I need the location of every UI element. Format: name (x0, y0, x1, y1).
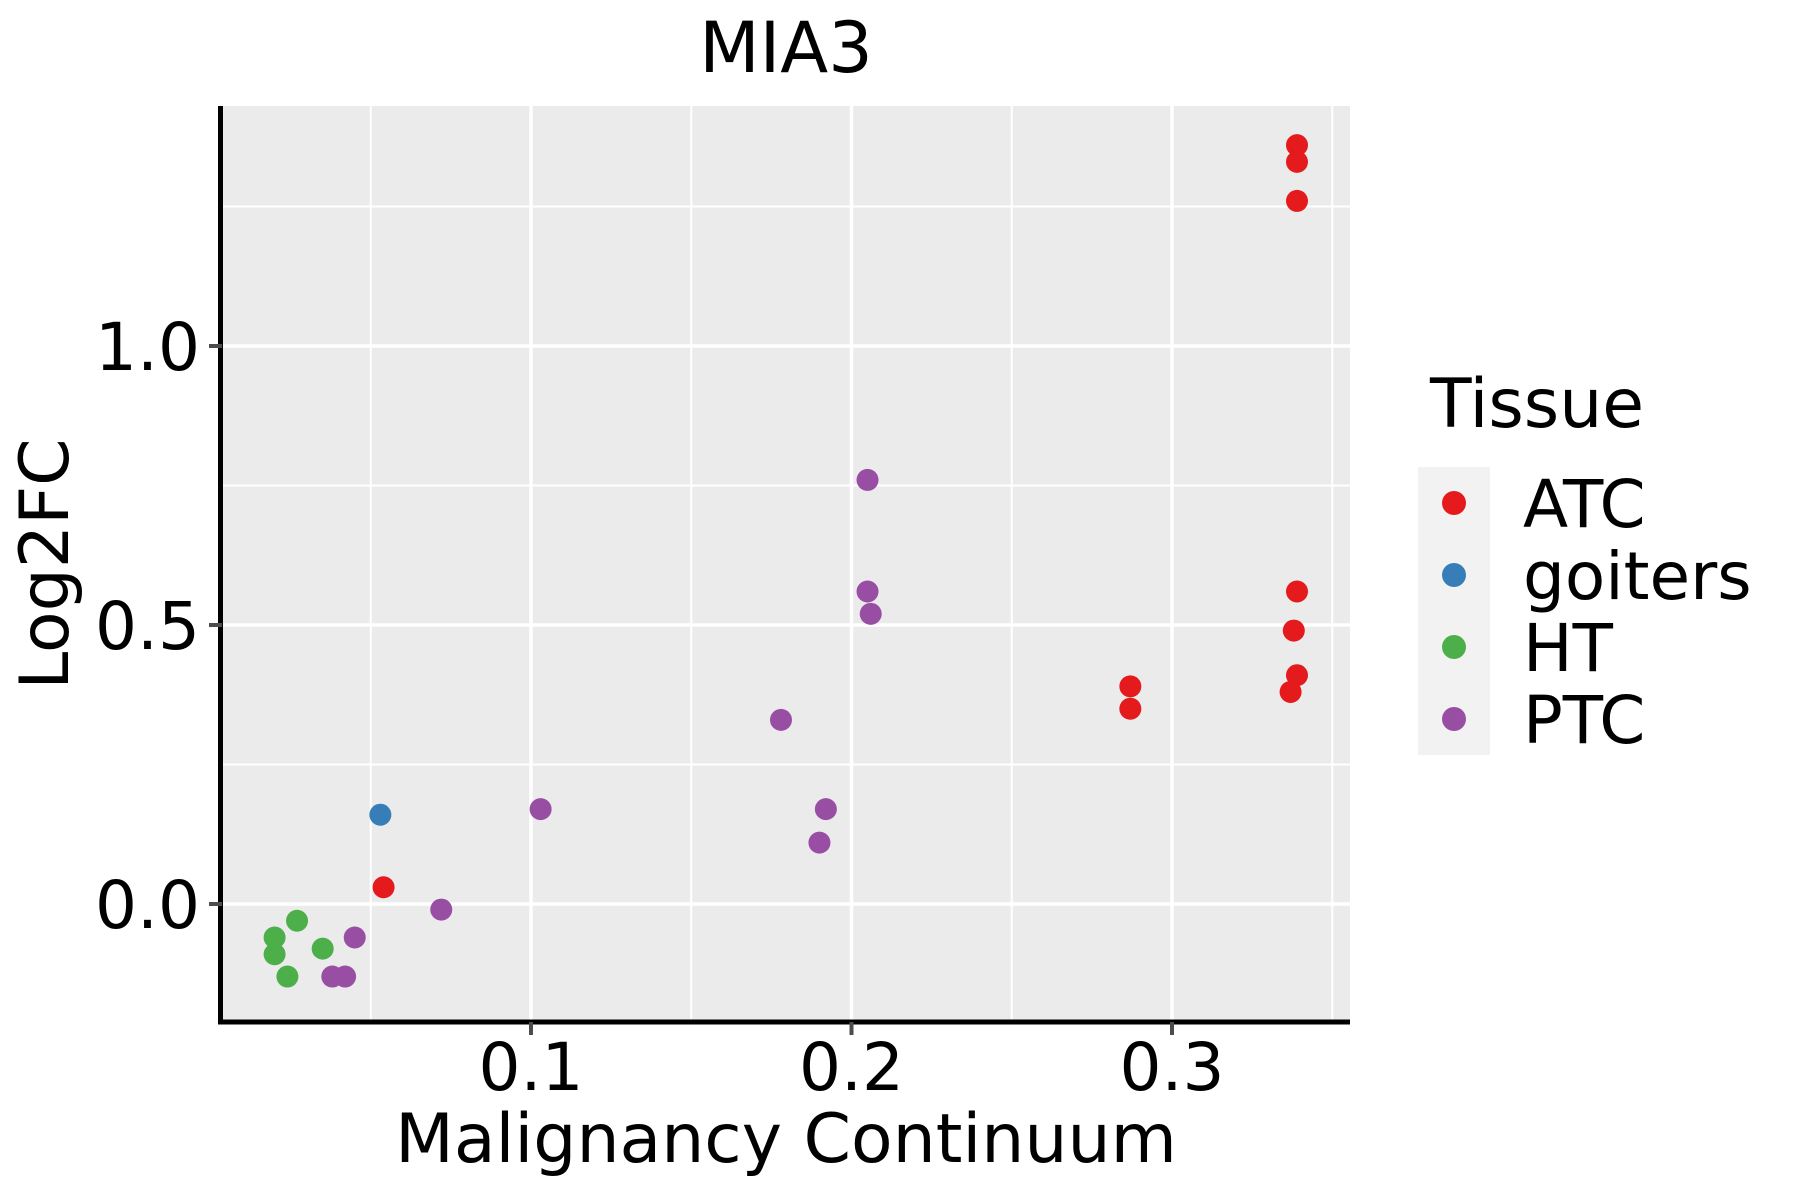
point-HT (263, 943, 286, 966)
x-tick-label: 0.3 (1120, 1029, 1225, 1106)
plot-panel (222, 106, 1350, 1021)
point-PTC (334, 965, 357, 988)
point-ATC (1285, 664, 1308, 687)
point-PTC (808, 831, 831, 854)
legend-label: goiters (1523, 538, 1752, 615)
point-PTC (430, 898, 453, 921)
point-PTC (529, 798, 552, 821)
legend-key-dot-PTC (1442, 707, 1466, 731)
legend-title: Tissue (1429, 365, 1644, 444)
point-PTC (814, 798, 837, 821)
point-PTC (856, 580, 879, 603)
point-PTC (856, 468, 879, 491)
legend-label: HT (1523, 610, 1614, 687)
y-axis-label: Log2FC (6, 438, 85, 689)
x-axis-label: Malignancy Continuum (395, 1100, 1177, 1179)
point-ATC (1119, 675, 1142, 698)
point-ATC (1119, 697, 1142, 720)
point-HT (263, 926, 286, 949)
panel-background (222, 106, 1350, 1021)
point-HT (276, 965, 299, 988)
point-ATC (1279, 680, 1302, 703)
legend-label: ATC (1523, 466, 1646, 543)
point-PTC (859, 602, 882, 625)
point-ATC (1285, 150, 1308, 173)
x-axis-ticks: 0.1 0.2 0.3 (479, 1022, 1225, 1106)
plot-title: MIA3 (699, 7, 872, 89)
y-axis-ticks: 0.0 0.5 1.0 (95, 309, 222, 944)
point-ATC (1285, 189, 1308, 212)
x-tick-label: 0.2 (799, 1029, 904, 1106)
legend-label: PTC (1523, 682, 1645, 759)
point-ATC (372, 876, 395, 899)
point-HT (311, 937, 334, 960)
legend-key-dot-HT (1442, 635, 1466, 659)
y-tick-label: 0.5 (95, 588, 200, 665)
y-tick-label: 0.0 (95, 867, 200, 944)
legend-key-dot-goiters (1442, 563, 1466, 587)
legend-key-dot-ATC (1442, 491, 1466, 515)
point-goiters (369, 803, 392, 826)
x-tick-label: 0.1 (479, 1029, 584, 1106)
point-ATC (1285, 134, 1308, 157)
data-points (263, 134, 1308, 988)
y-tick-label: 1.0 (95, 309, 200, 386)
point-HT (286, 909, 309, 932)
point-ATC (1285, 580, 1308, 603)
point-PTC (343, 926, 366, 949)
point-ATC (1282, 619, 1305, 642)
point-PTC (769, 708, 792, 731)
